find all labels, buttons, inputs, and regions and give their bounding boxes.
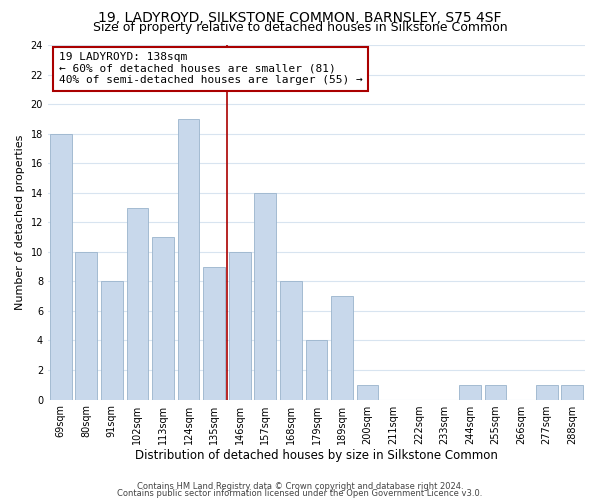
Text: Contains HM Land Registry data © Crown copyright and database right 2024.: Contains HM Land Registry data © Crown c… (137, 482, 463, 491)
Text: Contains public sector information licensed under the Open Government Licence v3: Contains public sector information licen… (118, 489, 482, 498)
Bar (357, 385, 379, 400)
X-axis label: Distribution of detached houses by size in Silkstone Common: Distribution of detached houses by size … (135, 450, 498, 462)
Bar (203, 266, 225, 400)
Y-axis label: Number of detached properties: Number of detached properties (15, 134, 25, 310)
Text: 19 LADYROYD: 138sqm
← 60% of detached houses are smaller (81)
40% of semi-detach: 19 LADYROYD: 138sqm ← 60% of detached ho… (59, 52, 362, 86)
Bar (331, 296, 353, 400)
Bar (50, 134, 71, 400)
Bar (76, 252, 97, 400)
Bar (536, 385, 557, 400)
Bar (127, 208, 148, 400)
Bar (101, 282, 123, 400)
Bar (562, 385, 583, 400)
Bar (305, 340, 328, 400)
Bar (254, 192, 276, 400)
Bar (178, 119, 199, 400)
Bar (280, 282, 302, 400)
Bar (459, 385, 481, 400)
Text: Size of property relative to detached houses in Silkstone Common: Size of property relative to detached ho… (92, 22, 508, 35)
Bar (485, 385, 506, 400)
Bar (229, 252, 251, 400)
Text: 19, LADYROYD, SILKSTONE COMMON, BARNSLEY, S75 4SF: 19, LADYROYD, SILKSTONE COMMON, BARNSLEY… (98, 11, 502, 25)
Bar (152, 237, 174, 400)
